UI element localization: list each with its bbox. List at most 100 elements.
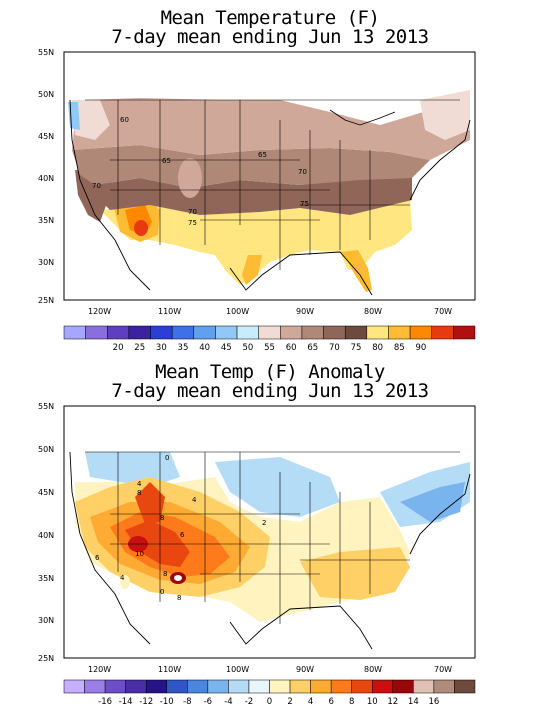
contour-label: 8 [160,514,164,522]
lat-label: 30N [38,258,54,267]
colorbar-tick-label: -4 [224,697,232,707]
colorbar-swatch [63,679,85,694]
colorbar-swatch [301,325,324,340]
colorbar-tick-label: 12 [387,697,398,707]
contour-label: 60 [120,116,129,124]
colorbar-swatch [236,325,259,340]
colorbar-swatch [258,325,281,340]
lat-label: 35N [38,216,54,225]
colorbar-swatch [145,679,167,694]
lon-label: 70W [434,665,452,674]
colorbar-swatch [215,325,238,340]
colorbar-swatch [207,679,229,694]
colorbar-swatch [171,325,195,340]
colorbar-swatch [269,679,291,694]
colorbar-swatch [289,679,311,694]
colorbar-swatch [351,679,373,694]
colorbar-swatch [187,679,209,694]
contour-label: 70 [188,208,197,216]
colorbar-swatch [330,679,352,694]
colorbar-swatch [193,325,216,340]
lat-label: 55N [38,402,54,411]
panel-2-map: 55N 50N 45N 40N 35N 30N 25N 120W 110W 10… [0,352,540,713]
panel-2-title-line-2: 7-day mean ending Jun 13 2013 [111,380,429,402]
colorbar-tick-label: 4 [308,697,313,707]
colorbar-tick-label: -10 [160,697,174,707]
colorbar-tick-label: 35 [178,343,189,353]
colorbar-swatch [150,325,173,340]
colorbar-swatch [166,679,188,694]
colorbar-swatch [248,679,270,694]
colorbar-swatch [453,325,476,340]
lon-label: 100W [226,665,249,674]
colorbar-tick-label: -14 [119,697,133,707]
lat-label: 30N [38,616,54,625]
colorbar-tick-label: 16 [428,697,439,707]
lat-label: 25N [38,296,54,305]
colorbar-tick-label: 80 [372,343,383,353]
colorbar-tick-label: 45 [221,343,232,353]
lon-label: 80W [364,665,382,674]
lon-label: 120W [88,665,111,674]
lat-label: 50N [38,445,54,454]
colorbar-swatch [344,325,368,340]
colorbar-tick-label: -16 [98,697,112,707]
contour-label: 10 [135,550,144,558]
panel-1-colorbar: 20 25 30 35 40 45 50 55 60 65 70 75 80 85 90 [63,325,476,353]
colorbar-tick-label: 2 [287,697,292,707]
colorbar-swatch [413,679,435,694]
colorbar-swatch [323,325,346,340]
lat-label: 40N [38,174,54,183]
colorbar-tick-label: 60 [286,343,297,353]
colorbar-tick-label: 8 [349,697,354,707]
contour-label: 75 [300,200,309,208]
lat-label: 55N [38,48,54,57]
lat-label: 50N [38,90,54,99]
lon-label: 80W [364,307,382,316]
contour-label: 65 [258,151,267,159]
lon-label: 110W [158,665,181,674]
contour-label: 6 [95,554,100,562]
colorbar-tick-label: 10 [367,697,378,707]
colorbar-tick-label: 14 [408,697,419,707]
colorbar-swatch [104,679,126,694]
colorbar-tick-label: -8 [183,697,191,707]
panel-1-title-line-1: Mean Temperature (F) [160,7,380,29]
colorbar-swatch [409,325,432,340]
colorbar-tick-label: 25 [134,343,145,353]
lon-label: 70W [434,307,452,316]
contour-label: 6 [180,531,185,539]
colorbar-tick-label: 85 [394,343,405,353]
contour-label: 75 [188,219,197,227]
colorbar-tick-label: 50 [242,343,253,353]
colorbar-swatch [84,679,106,694]
colorbar-tick-label: 30 [156,343,167,353]
contour-label: 70 [92,182,101,190]
contour-label: 65 [162,157,171,165]
colorbar-tick-label: -12 [139,697,153,707]
colorbar-tick-label: 6 [328,697,333,707]
panel-1-map: 55N 50N 45N 40N 35N 30N 25N 120W 110W 10… [38,48,476,353]
lon-label: 120W [88,307,111,316]
colorbar-swatch [310,679,332,694]
colorbar-swatch [63,325,86,340]
contour-label: 4 [137,480,142,488]
lat-label: 45N [38,488,54,497]
colorbar-tick-label: 90 [416,343,427,353]
colorbar-tick-label: 75 [351,343,362,353]
panel-2-colorbar: -16 -14 -12 -10 -8 -6 -4 -2 0 2 4 6 8 10 12 14 16 [63,679,476,707]
colorbar-swatch [128,325,151,340]
colorbar-swatch [388,325,411,340]
lon-label: 90W [296,307,314,316]
colorbar-swatch [228,679,250,694]
colorbar-swatch [433,679,455,694]
colorbar-tick-label: 20 [113,343,124,353]
colorbar-tick-label: 55 [264,343,275,353]
lat-label: 35N [38,574,54,583]
colorbar-swatch [280,325,303,340]
lon-label: 100W [226,307,249,316]
colorbar-swatch [125,679,147,694]
colorbar-tick-label: 70 [329,343,340,353]
contour-label: 2 [262,519,266,527]
colorbar-tick-label: 65 [307,343,318,353]
